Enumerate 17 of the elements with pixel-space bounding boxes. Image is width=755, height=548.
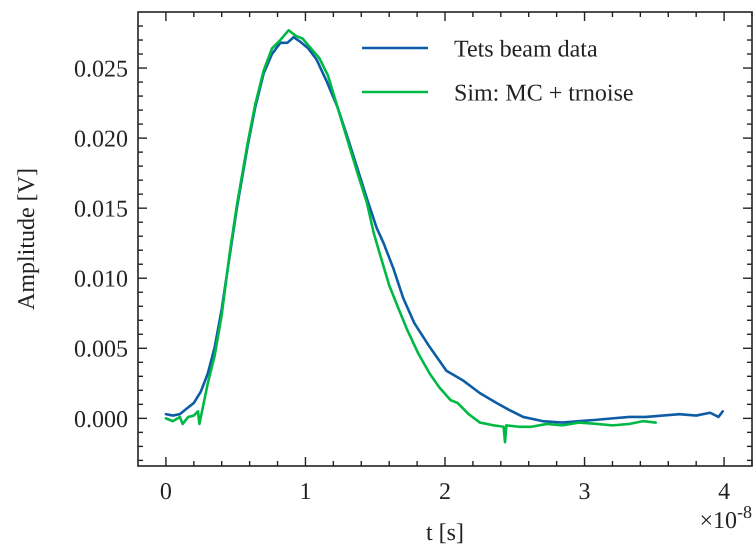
x-tick-label: 4 [718, 479, 730, 505]
x-tick-label: 1 [299, 479, 312, 505]
x-tick-label: 0 [160, 479, 172, 505]
x-tick-label: 3 [578, 479, 591, 505]
y-tick-label: 0.025 [74, 56, 128, 82]
legend-label: Sim: MC + trnoise [454, 80, 634, 106]
x-axis-title: t [s] [426, 520, 464, 546]
y-tick-label: 0.005 [74, 336, 128, 363]
legend-label: Tets beam data [454, 36, 598, 62]
y-axis-title: Amplitude [V] [14, 168, 40, 310]
y-tick-label: 0.020 [74, 126, 128, 153]
text: ×10$^{-8}$ [699, 502, 752, 534]
y-tick-label: 0.010 [74, 266, 128, 293]
y-tick-label: 0.015 [74, 196, 128, 223]
line-series [164, 28, 658, 444]
y-tick-label: 0.000 [74, 406, 128, 433]
x-tick-label: 2 [439, 479, 451, 505]
